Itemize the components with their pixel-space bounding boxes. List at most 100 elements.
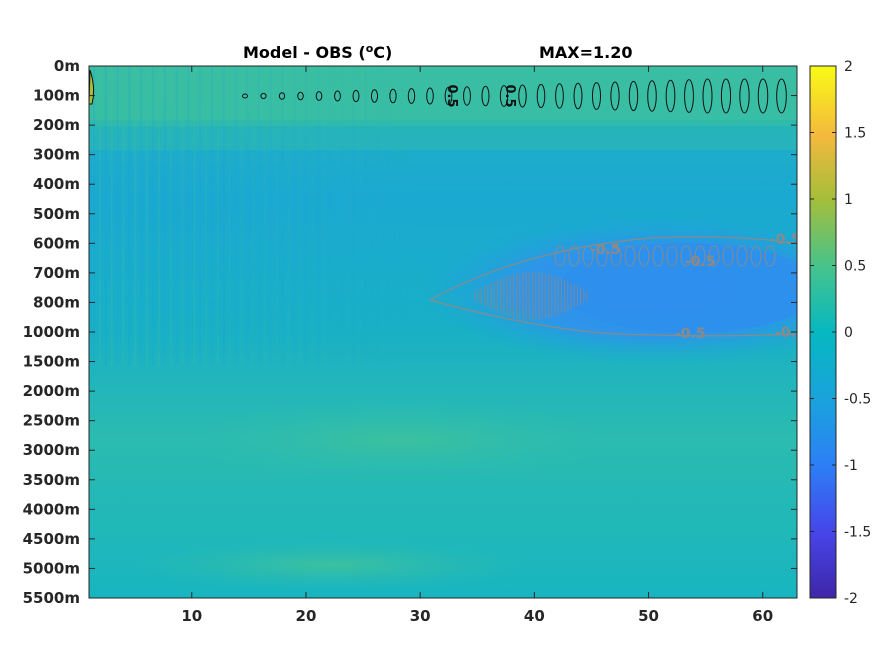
deep-anomaly <box>180 400 620 480</box>
x-axis: 10 20 30 40 50 60 <box>181 66 773 625</box>
stripe <box>394 66 396 366</box>
x-tick-label: 50 <box>638 607 659 625</box>
stripe <box>163 66 166 366</box>
negative-contour <box>750 245 762 267</box>
stripe <box>222 66 225 366</box>
negative-contour <box>736 245 748 267</box>
negative-contour <box>554 245 566 267</box>
negative-contour <box>680 245 692 267</box>
y-tick-label: 700m <box>33 264 80 282</box>
stripe <box>152 66 154 366</box>
positive-contour <box>555 83 564 109</box>
positive-contour <box>278 92 286 100</box>
negative-contour-label: -0.5 <box>675 326 706 342</box>
negative-contour-label: -0.5 <box>590 242 621 258</box>
y-tick-label: 1500m <box>23 353 80 371</box>
stripe <box>228 66 231 366</box>
negative-contour <box>694 245 706 267</box>
stripe <box>299 66 302 366</box>
positive-contour <box>776 78 787 114</box>
stripe <box>146 66 149 366</box>
positive-contour <box>536 83 546 109</box>
positive-contour <box>370 89 379 103</box>
stripe <box>340 66 343 366</box>
surface-band-lower <box>89 120 797 150</box>
y-tick-label: 2000m <box>23 382 80 400</box>
stripe <box>110 66 113 366</box>
positive-contour <box>481 85 490 107</box>
negative-contour <box>652 245 664 267</box>
stripe <box>240 66 243 366</box>
positive-contour <box>463 86 471 106</box>
positive-contour <box>647 80 657 112</box>
stripe <box>216 66 219 366</box>
stripe <box>157 66 160 366</box>
stripe <box>187 66 190 366</box>
surface-band <box>89 66 797 126</box>
positive-contour <box>757 78 769 114</box>
x-tick-label: 60 <box>752 607 773 625</box>
colorbar-tick-label: 0.5 <box>844 259 866 275</box>
x-tick-label: 30 <box>410 607 431 625</box>
positive-contour <box>573 82 583 110</box>
x-tick-label: 10 <box>181 607 202 625</box>
positive-contour-label: 0.5 <box>502 84 517 107</box>
positive-contour <box>702 78 713 114</box>
positive-contour <box>334 90 341 102</box>
stripe <box>264 66 267 366</box>
positive-contour <box>610 81 620 111</box>
y-tick-label: 4500m <box>23 530 80 548</box>
stripe <box>406 66 408 366</box>
y-tick-label: 500m <box>33 205 80 223</box>
positive-contour <box>518 84 527 108</box>
colorbar-tick-label: -0.5 <box>844 392 871 408</box>
positive-contour <box>739 78 750 114</box>
positive-contour <box>684 79 694 113</box>
stripe <box>305 66 308 366</box>
stripe <box>382 66 384 366</box>
stripe <box>193 66 196 366</box>
positive-contour <box>242 93 248 99</box>
stripe <box>270 66 272 366</box>
stripe <box>329 66 331 366</box>
y-tick-label: 300m <box>33 146 80 164</box>
stripe <box>317 66 320 366</box>
negative-contour <box>582 245 594 267</box>
stripe <box>376 66 378 366</box>
stripe <box>169 66 172 366</box>
negative-contour-label: -0.5 <box>685 254 716 270</box>
stripe <box>122 66 125 366</box>
stripe <box>211 66 213 366</box>
stripe <box>281 66 284 366</box>
stripe <box>293 66 296 366</box>
stripe <box>134 66 137 366</box>
colorbar-tick-label: 2 <box>844 59 853 75</box>
stripe <box>116 66 119 366</box>
positive-contour <box>444 86 453 106</box>
chart-max-label: MAX=1.20 <box>539 43 633 62</box>
y-tick-label: 800m <box>33 293 80 311</box>
y-tick-label: 400m <box>33 175 80 193</box>
negative-contour <box>638 245 650 267</box>
negative-contour <box>666 245 678 267</box>
stripe <box>93 66 95 366</box>
stripe <box>323 66 326 366</box>
midwater-core <box>560 243 797 333</box>
stripe <box>258 66 261 366</box>
y-tick-label: 3500m <box>23 471 80 489</box>
stripe <box>311 66 314 366</box>
y-axis: 0m 100m 200m 300m 400m 500m 600m 700m 800m 1000m 1… <box>23 57 797 607</box>
y-tick-label: 600m <box>33 234 80 252</box>
y-tick-label: 2500m <box>23 412 80 430</box>
positive-contour <box>389 88 397 104</box>
stripe <box>275 66 278 366</box>
positive-contour <box>315 91 323 101</box>
stripe <box>412 66 414 366</box>
negative-contour <box>610 245 622 267</box>
colorbar <box>809 65 837 599</box>
y-tick-label: 5500m <box>23 589 80 607</box>
y-tick-label: 1000m <box>23 323 80 341</box>
y-tick-label: 4000m <box>23 500 80 518</box>
colorbar-axis: 2 1.5 1 0.5 0 -0.5 -1 -1.5 -2 <box>810 59 871 607</box>
positive-contour <box>407 88 416 104</box>
